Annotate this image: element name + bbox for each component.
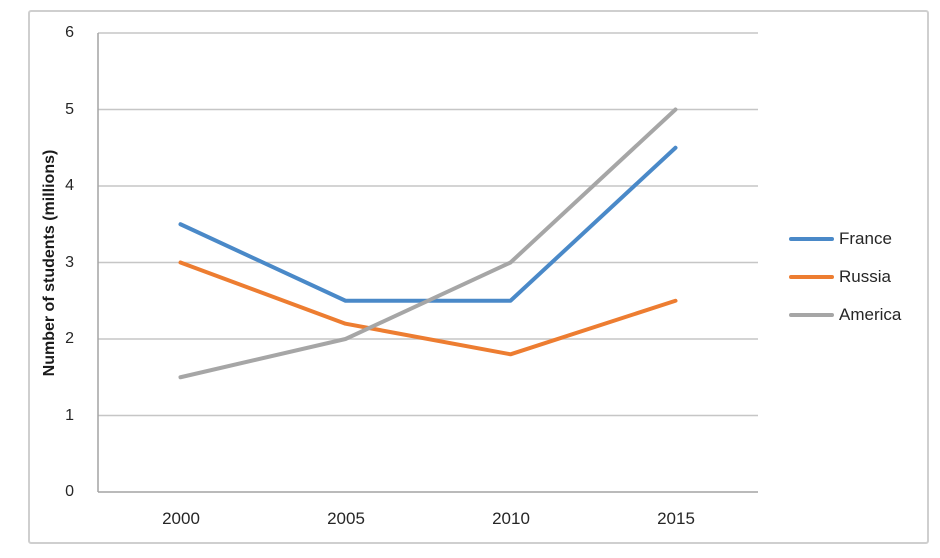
x-tick-label: 2010 (492, 509, 530, 528)
x-tick-label: 2000 (162, 509, 200, 528)
y-tick-label: 3 (65, 254, 74, 271)
legend-swatch-line (789, 274, 834, 279)
y-tick-label: 6 (65, 24, 74, 41)
series-line-russia (178, 260, 678, 357)
legend-swatch-line (789, 312, 834, 317)
legend-item-america: America (789, 303, 901, 326)
legend-label: France (839, 228, 892, 248)
legend-item-russia: Russia (789, 265, 901, 288)
x-tick-label: 2005 (327, 509, 365, 528)
legend: France Russia America (789, 227, 901, 326)
legend-label: Russia (839, 266, 891, 286)
y-tick-label: 1 (65, 407, 74, 424)
y-tick-label: 0 (65, 483, 74, 500)
y-tick-label: 5 (65, 101, 74, 118)
y-tick-label: 2 (65, 330, 74, 347)
legend-label: America (839, 304, 902, 324)
legend-swatch-line (789, 236, 834, 241)
series-line-france (178, 145, 678, 303)
y-tick-label: 4 (65, 177, 74, 194)
series-line-america (178, 107, 678, 380)
x-tick-label: 2015 (657, 509, 695, 528)
legend-item-france: France (789, 227, 901, 250)
